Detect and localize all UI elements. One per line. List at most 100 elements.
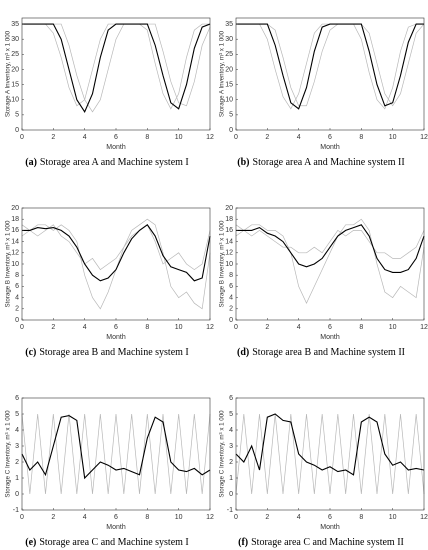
x-tick-label: 0 (234, 324, 238, 331)
plot-area (22, 18, 210, 130)
plot-area (236, 18, 424, 130)
x-axis-label: Month (106, 524, 126, 531)
caption: (f) Storage area C and Machine system II (238, 537, 404, 548)
series-line (235, 218, 425, 305)
caption-label: (b) (237, 157, 249, 168)
y-tick-label: 2 (15, 459, 19, 466)
x-tick-label: 10 (175, 514, 183, 521)
x-tick-label: 10 (389, 514, 397, 521)
y-tick-label: 4 (15, 427, 19, 434)
y-tick-label: 2 (229, 459, 233, 466)
x-tick-label: 4 (83, 514, 87, 521)
x-tick-label: 0 (234, 514, 238, 521)
y-tick-label: 6 (15, 283, 19, 290)
y-tick-label: 12 (225, 250, 233, 257)
x-tick-label: 6 (114, 514, 118, 521)
x-axis-label: Month (320, 334, 340, 341)
series-line (21, 413, 211, 495)
y-tick-label: 1 (15, 475, 19, 482)
y-tick-label: -1 (227, 507, 233, 514)
y-tick-label: 8 (229, 272, 233, 279)
series-line (22, 23, 211, 114)
caption-label: (a) (25, 157, 37, 168)
x-tick-label: 8 (145, 134, 149, 141)
x-tick-label: 10 (389, 134, 397, 141)
y-tick-label: 1 (229, 475, 233, 482)
y-axis-label: Storage C Inventory, m³ x 1 000 (5, 410, 12, 498)
x-axis-label: Month (106, 334, 126, 341)
series-line (21, 224, 211, 271)
y-tick-label: 6 (15, 395, 19, 402)
y-tick-label: 4 (229, 427, 233, 434)
plot-area (236, 208, 424, 320)
x-tick-label: 2 (51, 134, 55, 141)
y-tick-label: 14 (11, 238, 19, 245)
y-tick-label: 18 (11, 216, 19, 223)
x-axis-label: Month (320, 144, 340, 151)
y-tick-label: 5 (15, 112, 19, 119)
y-tick-label: 20 (11, 66, 19, 73)
series-line (235, 413, 425, 476)
y-tick-label: 0 (229, 317, 233, 324)
series-line (236, 224, 425, 273)
x-tick-label: 10 (389, 324, 397, 331)
y-tick-label: 2 (229, 306, 233, 313)
x-tick-label: 10 (175, 324, 183, 331)
y-tick-label: 35 (11, 21, 19, 28)
y-tick-label: 35 (225, 21, 233, 28)
panel: 0 2 4 6 8 10 12 0 2 4 6 8 10 12 14 16 18 20 Month Storage B… (219, 205, 428, 358)
series-line (235, 229, 425, 259)
x-tick-label: 6 (328, 324, 332, 331)
y-axis-label: Storage C Inventory, m³ x 1 000 (219, 410, 226, 498)
y-tick-label: 6 (229, 395, 233, 402)
y-tick-label: 25 (225, 51, 233, 58)
series-line (236, 23, 424, 110)
x-tick-label: 0 (20, 514, 24, 521)
x-tick-label: 0 (20, 134, 24, 141)
caption-label: (f) (238, 537, 248, 548)
caption-text: Storage area C and Machine system II (251, 537, 404, 548)
y-tick-label: 5 (229, 411, 233, 418)
y-tick-label: 30 (225, 36, 233, 43)
y-tick-label: 0 (15, 317, 19, 324)
y-tick-label: 4 (229, 294, 233, 301)
x-tick-label: 8 (359, 134, 363, 141)
y-tick-label: 30 (11, 36, 19, 43)
series-line (21, 415, 211, 480)
caption: (d) Storage area B and Machine system II (237, 347, 405, 358)
caption-label: (d) (237, 347, 249, 358)
y-tick-label: 0 (229, 491, 233, 498)
x-axis-label: Month (106, 144, 126, 151)
x-tick-label: 2 (265, 134, 269, 141)
x-tick-label: 12 (420, 134, 428, 141)
x-tick-label: 0 (234, 134, 238, 141)
y-tick-label: 10 (225, 261, 233, 268)
y-tick-label: 10 (225, 97, 233, 104)
x-tick-label: 12 (206, 324, 214, 331)
x-tick-label: 10 (175, 134, 183, 141)
y-tick-label: 18 (225, 216, 233, 223)
caption-text: Storage area A and Machine system I (40, 157, 189, 168)
x-tick-label: 2 (51, 324, 55, 331)
caption-text: Storage area C and Machine system I (39, 537, 188, 548)
y-tick-label: 6 (229, 283, 233, 290)
x-tick-label: 2 (51, 514, 55, 521)
x-tick-label: 12 (420, 514, 428, 521)
x-tick-label: 8 (145, 324, 149, 331)
x-tick-label: 6 (114, 324, 118, 331)
caption: (b) Storage area A and Machine system II (237, 157, 404, 168)
caption-label: (e) (25, 537, 36, 548)
x-tick-label: 4 (297, 514, 301, 521)
x-tick-label: 8 (359, 324, 363, 331)
x-tick-label: 8 (145, 514, 149, 521)
y-tick-label: 14 (225, 238, 233, 245)
x-tick-label: 6 (328, 134, 332, 141)
caption: (e) Storage area C and Machine system I (25, 537, 189, 548)
y-tick-label: 3 (15, 443, 19, 450)
x-tick-label: 8 (359, 514, 363, 521)
caption-text: Storage area B and Machine system I (39, 347, 188, 358)
plot-area (22, 208, 210, 320)
y-axis-label: Storage A Inventory, m³ x 1 000 (219, 30, 226, 117)
y-tick-label: 16 (11, 227, 19, 234)
x-tick-label: 2 (265, 324, 269, 331)
